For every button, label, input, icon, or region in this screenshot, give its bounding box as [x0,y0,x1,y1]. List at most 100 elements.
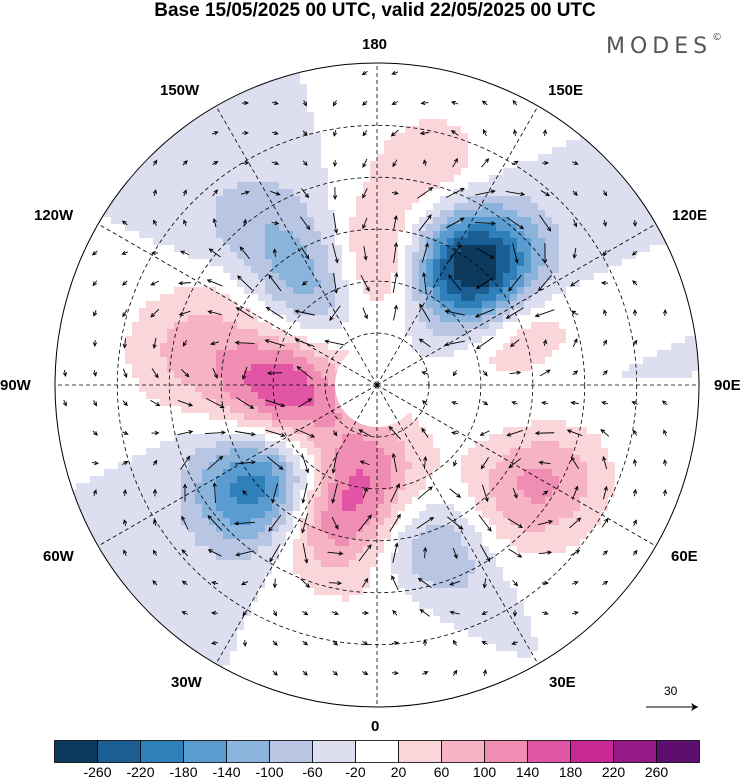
field-cell [160,273,168,281]
field-cell [230,210,238,218]
field-cell [524,315,532,323]
field-cell [342,112,350,120]
field-cell [216,462,224,470]
field-cell [328,434,336,442]
field-cell [685,322,693,330]
field-cell [258,224,266,232]
field-cell [97,364,105,372]
field-cell [90,490,98,498]
field-cell [433,434,441,442]
field-cell [97,462,105,470]
field-cell [188,469,196,477]
field-cell [244,217,252,225]
field-cell [244,126,252,134]
field-cell [496,133,504,141]
field-cell [475,378,483,386]
field-cell [412,259,420,267]
field-cell [335,448,343,456]
field-cell [426,70,434,78]
field-cell [111,224,119,232]
field-cell [335,105,343,113]
field-cell [433,140,441,148]
field-cell [160,357,168,365]
field-cell [496,434,504,442]
field-cell [398,126,406,134]
field-cell [286,98,294,106]
field-cell [181,182,189,190]
field-cell [146,434,154,442]
field-cell [363,455,371,463]
field-cell [629,476,637,484]
field-cell [475,301,483,309]
field-cell [587,231,595,239]
field-cell [293,182,301,190]
field-cell [601,441,609,449]
field-cell [328,63,336,71]
field-cell [447,455,455,463]
field-cell [76,315,84,323]
field-cell [335,84,343,92]
field-cell [664,329,672,337]
field-cell [188,357,196,365]
field-cell [265,490,273,498]
field-cell [531,168,539,176]
field-cell [538,301,546,309]
field-cell [608,224,616,232]
field-cell [62,406,70,414]
field-cell [251,322,259,330]
field-cell [97,315,105,323]
field-cell [349,448,357,456]
field-cell [489,392,497,400]
field-cell [566,448,574,456]
field-cell [265,105,273,113]
field-cell [342,231,350,239]
field-cell [216,294,224,302]
field-cell [517,343,525,351]
field-cell [398,483,406,491]
field-cell [566,322,574,330]
field-cell [531,357,539,365]
field-cell [573,315,581,323]
field-cell [321,280,329,288]
field-cell [384,91,392,99]
field-cell [524,329,532,337]
field-cell [104,455,112,463]
field-cell [209,308,217,316]
field-cell [188,294,196,302]
field-cell [384,238,392,246]
field-cell [398,182,406,190]
field-cell [482,301,490,309]
field-cell [391,238,399,246]
field-cell [629,441,637,449]
field-cell [300,476,308,484]
field-cell [265,210,273,218]
field-cell [538,112,546,120]
field-cell [307,441,315,449]
field-cell [601,329,609,337]
field-cell [251,455,259,463]
field-cell [454,378,462,386]
field-cell [566,245,574,253]
field-cell [300,77,308,85]
field-cell [678,371,686,379]
field-cell [461,140,469,148]
field-cell [202,119,210,127]
field-cell [524,119,532,127]
field-cell [153,161,161,169]
field-cell [503,217,511,225]
field-cell [461,469,469,477]
field-cell [356,287,364,295]
field-cell [356,329,364,337]
field-cell [356,63,364,71]
field-cell [615,245,623,253]
field-cell [181,273,189,281]
field-cell [132,238,140,246]
field-cell [426,161,434,169]
field-cell [643,392,651,400]
field-cell [377,147,385,155]
field-cell [125,224,133,232]
field-cell [664,266,672,274]
field-cell [447,385,455,393]
field-cell [503,448,511,456]
field-cell [622,371,630,379]
